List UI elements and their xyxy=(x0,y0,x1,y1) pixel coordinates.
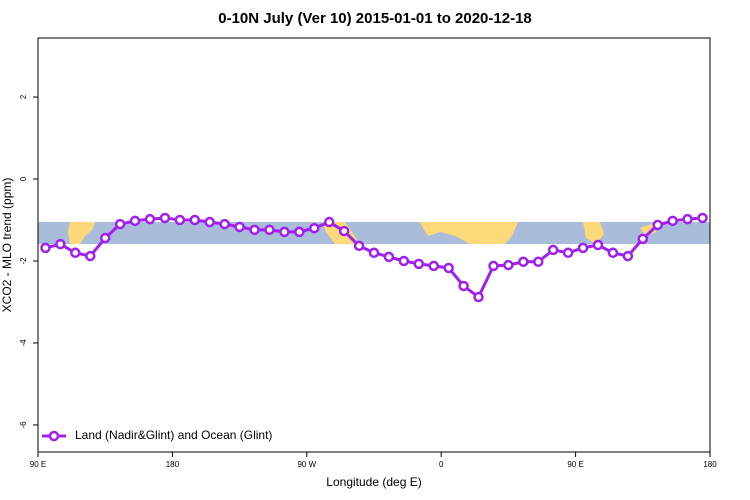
data-point xyxy=(368,247,380,259)
data-point xyxy=(309,222,320,234)
data-point xyxy=(413,258,425,270)
x-tick-label: 90 E xyxy=(30,460,46,469)
x-axis-label: Longitude (deg E) xyxy=(326,475,421,489)
data-point xyxy=(70,247,81,259)
legend-marker xyxy=(48,430,60,442)
x-tick-label: 180 xyxy=(703,460,717,469)
data-point xyxy=(55,238,66,250)
y-tick-label: -6 xyxy=(19,421,28,429)
data-point xyxy=(577,242,589,254)
y-tick-label: -4 xyxy=(19,339,28,347)
data-point xyxy=(279,226,290,238)
data-point xyxy=(473,291,484,303)
y-tick-label: -2 xyxy=(19,257,28,265)
data-point xyxy=(592,239,604,251)
data-point xyxy=(488,260,499,272)
data-point xyxy=(249,224,260,236)
map-strip xyxy=(38,222,710,244)
data-point xyxy=(85,250,96,262)
data-point xyxy=(533,256,544,268)
data-point xyxy=(99,232,111,244)
data-point xyxy=(398,255,410,267)
x-tick-label: 90 E xyxy=(567,460,583,469)
y-tick-label: 2 xyxy=(19,94,28,99)
data-point xyxy=(294,226,305,238)
data-point xyxy=(353,240,365,252)
data-point xyxy=(383,251,395,263)
data-point xyxy=(174,214,186,226)
data-point xyxy=(607,247,619,259)
data-point xyxy=(562,247,574,259)
data-point xyxy=(637,233,649,245)
data-point xyxy=(682,213,693,225)
y-axis-label: XCO2 - MLO trend (ppm) xyxy=(0,178,14,313)
data-point xyxy=(219,218,230,230)
data-point xyxy=(428,260,439,272)
data-point xyxy=(458,280,469,292)
data-point xyxy=(652,219,663,231)
data-point xyxy=(547,244,559,256)
data-point xyxy=(159,212,171,224)
x-tick-label: 180 xyxy=(166,460,180,469)
data-point xyxy=(114,218,126,230)
x-tick-label: 90 W xyxy=(297,460,316,469)
data-point xyxy=(189,214,201,226)
data-point xyxy=(204,216,215,228)
plot-frame xyxy=(37,37,711,453)
x-tick-label: 0 xyxy=(439,460,444,469)
data-point xyxy=(323,216,335,228)
data-point xyxy=(144,213,156,225)
y-tick-label: 0 xyxy=(19,176,28,181)
data-point xyxy=(129,215,141,227)
data-point xyxy=(667,215,678,227)
data-point xyxy=(622,250,634,262)
data-point xyxy=(503,259,514,271)
chart-title: 0-10N July (Ver 10) 2015-01-01 to 2020-1… xyxy=(218,10,532,27)
data-point xyxy=(697,212,708,224)
legend-label: Land (Nadir&Glint) and Ocean (Glint) xyxy=(75,428,272,442)
data-point xyxy=(443,262,454,274)
data-point xyxy=(234,221,245,233)
data-point xyxy=(264,224,275,236)
data-point xyxy=(518,256,529,268)
data-point xyxy=(338,225,350,237)
data-point xyxy=(40,242,51,254)
